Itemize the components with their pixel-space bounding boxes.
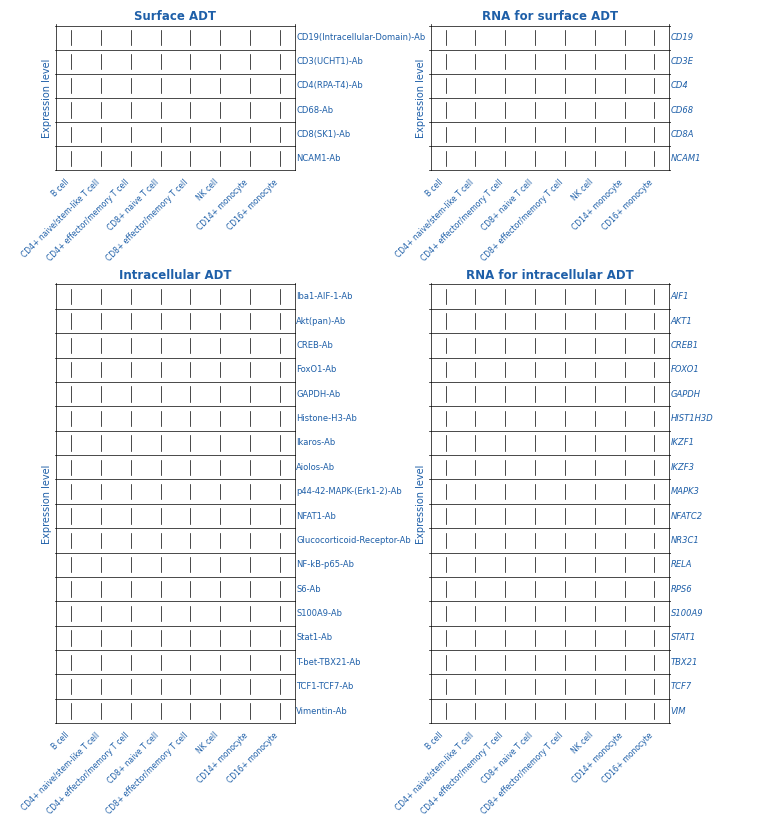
Text: HIST1H3D: HIST1H3D: [671, 414, 714, 423]
Text: NF-kB-p65-Ab: NF-kB-p65-Ab: [296, 560, 354, 569]
Text: FoxO1-Ab: FoxO1-Ab: [296, 365, 337, 374]
Text: CD68-Ab: CD68-Ab: [296, 106, 333, 115]
Text: Aiolos-Ab: Aiolos-Ab: [296, 463, 335, 472]
Text: NCAM1-Ab: NCAM1-Ab: [296, 154, 341, 163]
Text: FOXO1: FOXO1: [671, 365, 700, 374]
Text: AIF1: AIF1: [671, 292, 690, 301]
Text: Histone-H3-Ab: Histone-H3-Ab: [296, 414, 357, 423]
Text: p44-42-MAPK-(Erk1-2)-Ab: p44-42-MAPK-(Erk1-2)-Ab: [296, 487, 402, 497]
Text: Stat1-Ab: Stat1-Ab: [296, 633, 332, 642]
Text: Vimentin-Ab: Vimentin-Ab: [296, 707, 348, 716]
Title: RNA for intracellular ADT: RNA for intracellular ADT: [466, 269, 634, 282]
Y-axis label: Expression level: Expression level: [417, 464, 427, 544]
Text: CD8(SK1)-Ab: CD8(SK1)-Ab: [296, 129, 350, 138]
Y-axis label: Expression level: Expression level: [42, 59, 51, 138]
Text: S100A9: S100A9: [671, 609, 704, 618]
Text: CREB-Ab: CREB-Ab: [296, 341, 333, 350]
Text: T-bet-TBX21-Ab: T-bet-TBX21-Ab: [296, 658, 360, 667]
Text: AKT1: AKT1: [671, 317, 693, 326]
Y-axis label: Expression level: Expression level: [42, 464, 51, 544]
Title: RNA for surface ADT: RNA for surface ADT: [482, 11, 618, 24]
Text: NFAT1-Ab: NFAT1-Ab: [296, 511, 336, 520]
Text: NR3C1: NR3C1: [671, 536, 700, 545]
Text: TCF1-TCF7-Ab: TCF1-TCF7-Ab: [296, 682, 353, 691]
Title: Intracellular ADT: Intracellular ADT: [119, 269, 232, 282]
Text: S6-Ab: S6-Ab: [296, 584, 321, 593]
Text: CD3E: CD3E: [671, 57, 693, 66]
Text: Ikaros-Ab: Ikaros-Ab: [296, 439, 335, 448]
Text: GAPDH: GAPDH: [671, 390, 700, 399]
Text: TCF7: TCF7: [671, 682, 692, 691]
Text: NFATC2: NFATC2: [671, 511, 703, 520]
Text: RELA: RELA: [671, 560, 693, 569]
Text: IKZF1: IKZF1: [671, 439, 695, 448]
Title: Surface ADT: Surface ADT: [134, 11, 216, 24]
Text: NCAM1: NCAM1: [671, 154, 701, 163]
Text: GAPDH-Ab: GAPDH-Ab: [296, 390, 341, 399]
Text: Glucocorticoid-Receptor-Ab: Glucocorticoid-Receptor-Ab: [296, 536, 411, 545]
Y-axis label: Expression level: Expression level: [417, 59, 427, 138]
Text: VIM: VIM: [671, 707, 686, 716]
Text: CD3(UCHT1)-Ab: CD3(UCHT1)-Ab: [296, 57, 363, 66]
Text: Akt(pan)-Ab: Akt(pan)-Ab: [296, 317, 346, 326]
Text: RPS6: RPS6: [671, 584, 693, 593]
Text: CD19: CD19: [671, 33, 694, 42]
Text: CD4(RPA-T4)-Ab: CD4(RPA-T4)-Ab: [296, 81, 363, 90]
Text: CD68: CD68: [671, 106, 694, 115]
Text: MAPK3: MAPK3: [671, 487, 700, 497]
Text: CD8A: CD8A: [671, 129, 694, 138]
Text: CD4: CD4: [671, 81, 689, 90]
Text: CREB1: CREB1: [671, 341, 699, 350]
Text: Iba1-AIF-1-Ab: Iba1-AIF-1-Ab: [296, 292, 353, 301]
Text: CD19(Intracellular-Domain)-Ab: CD19(Intracellular-Domain)-Ab: [296, 33, 426, 42]
Text: TBX21: TBX21: [671, 658, 698, 667]
Text: IKZF3: IKZF3: [671, 463, 695, 472]
Text: S100A9-Ab: S100A9-Ab: [296, 609, 342, 618]
Text: STAT1: STAT1: [671, 633, 697, 642]
